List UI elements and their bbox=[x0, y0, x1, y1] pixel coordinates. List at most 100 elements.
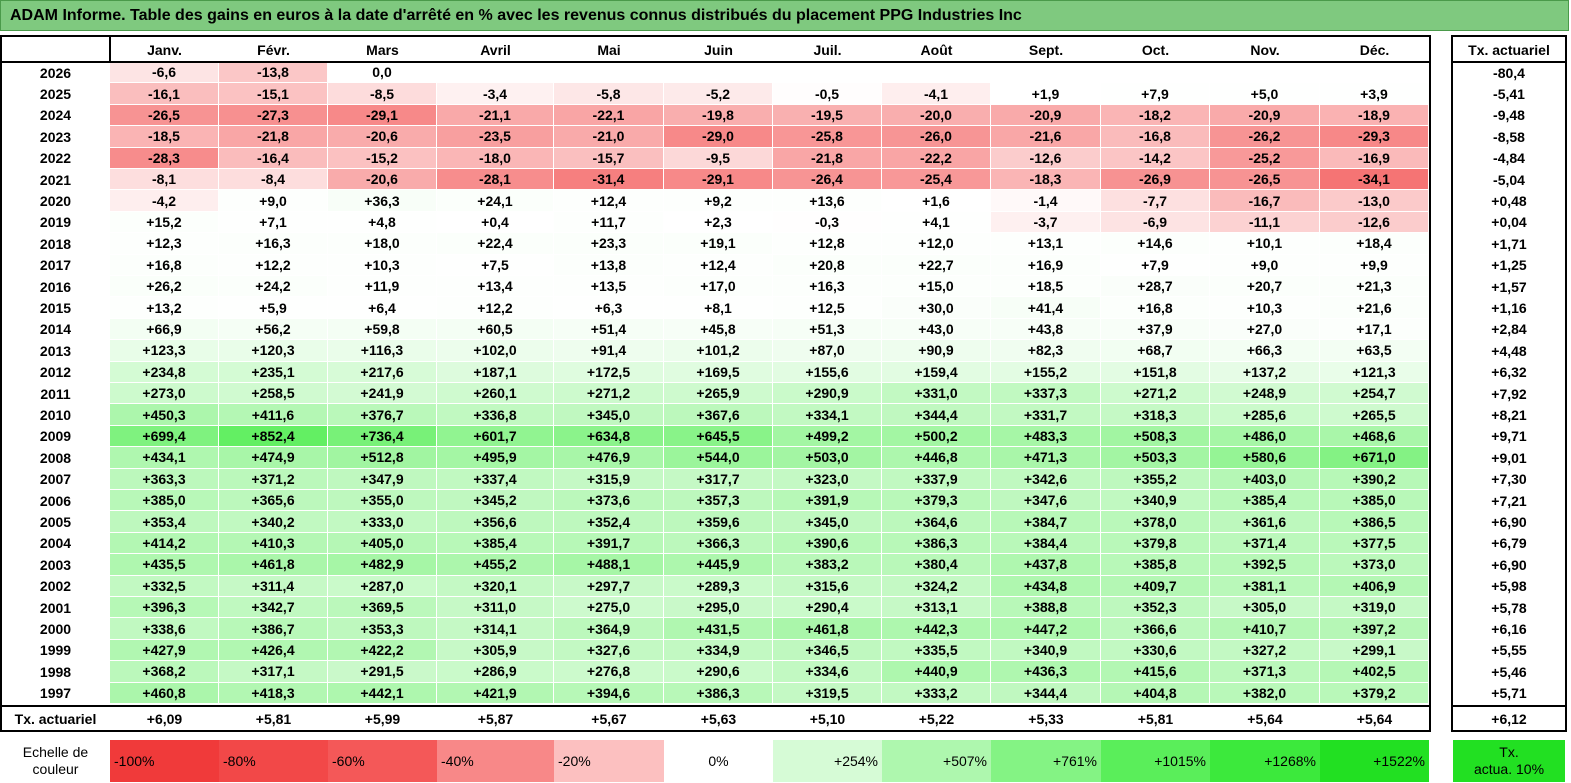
gain-cell: +305,9 bbox=[437, 639, 554, 662]
year-label: 2020 bbox=[39, 193, 72, 210]
gain-cell: +409,7 bbox=[1101, 575, 1210, 597]
year-label: 2004 bbox=[39, 535, 72, 552]
gain-cell: +391,7 bbox=[554, 532, 664, 555]
gain-cell: +12,5 bbox=[773, 297, 882, 319]
color-scale-label-line1: Echelle de bbox=[22, 744, 89, 760]
gain-cell: +386,3 bbox=[664, 682, 773, 704]
gain-cell: -6,9 bbox=[1101, 211, 1210, 234]
gain-cell: +305,0 bbox=[1210, 597, 1320, 619]
gain-cell: -26,0 bbox=[882, 126, 991, 148]
gain-cell: +51,3 bbox=[773, 318, 882, 341]
gain-cell: +386,7 bbox=[219, 618, 328, 640]
gain-cell: +235,1 bbox=[219, 361, 328, 383]
gain-cell: +344,4 bbox=[882, 404, 991, 426]
gain-cell: +45,8 bbox=[664, 318, 773, 341]
gain-cell: -26,4 bbox=[773, 169, 882, 191]
gain-cell: +333,0 bbox=[328, 511, 437, 533]
column-header: Juil. bbox=[813, 41, 842, 58]
year-label: 1999 bbox=[39, 642, 72, 659]
gain-cell: +345,0 bbox=[773, 511, 882, 533]
gain-cell: -13,8 bbox=[219, 62, 328, 84]
year-label: 2006 bbox=[39, 492, 72, 509]
gain-cell: -21,0 bbox=[554, 126, 664, 148]
gain-cell: +406,9 bbox=[1320, 575, 1429, 597]
gain-cell: -5,2 bbox=[664, 83, 773, 105]
gain-cell: -27,3 bbox=[219, 104, 328, 127]
year-label: 2001 bbox=[39, 599, 72, 616]
gain-cell: +315,9 bbox=[554, 468, 664, 490]
gain-cell: +28,7 bbox=[1101, 276, 1210, 298]
gain-cell bbox=[554, 62, 664, 84]
year-label: 2014 bbox=[39, 321, 72, 338]
gain-cell: -6,6 bbox=[110, 62, 219, 84]
rate-cell: +6,90 bbox=[1491, 556, 1527, 573]
gain-cell: +468,6 bbox=[1320, 425, 1429, 448]
gain-cell: -8,1 bbox=[110, 169, 219, 191]
gain-cell: +16,8 bbox=[110, 254, 219, 276]
gain-cell bbox=[1101, 62, 1210, 84]
gain-cell: -26,5 bbox=[110, 104, 219, 127]
gain-cell: +7,5 bbox=[437, 254, 554, 276]
gain-cell: -29,1 bbox=[664, 169, 773, 191]
gain-cell: +289,3 bbox=[664, 575, 773, 597]
year-label: 1998 bbox=[39, 663, 72, 680]
gain-cell: +391,9 bbox=[773, 490, 882, 512]
footer-rate-cell: +5,10 bbox=[809, 710, 846, 727]
gain-cell: +30,0 bbox=[882, 297, 991, 319]
gain-cell: +123,3 bbox=[110, 340, 219, 362]
gain-cell: +368,2 bbox=[110, 661, 219, 683]
footer-rate-cell: +6,09 bbox=[146, 710, 183, 727]
header-rule bbox=[0, 61, 1431, 63]
gain-cell: +13,4 bbox=[437, 276, 554, 298]
rate-cell: +1,57 bbox=[1491, 278, 1527, 295]
gain-cell: +371,3 bbox=[1210, 661, 1320, 683]
gain-cell: +121,3 bbox=[1320, 361, 1429, 383]
gain-cell: +17,0 bbox=[664, 276, 773, 298]
gain-cell: +390,6 bbox=[773, 532, 882, 555]
gain-cell: +287,0 bbox=[328, 575, 437, 597]
gain-cell: +7,1 bbox=[219, 211, 328, 234]
gain-cell: +410,7 bbox=[1210, 618, 1320, 640]
year-label: 2009 bbox=[39, 428, 72, 445]
gain-cell: +320,1 bbox=[437, 575, 554, 597]
gain-cell: +241,9 bbox=[328, 383, 437, 405]
gain-cell: +338,6 bbox=[110, 618, 219, 640]
gain-cell: +234,8 bbox=[110, 361, 219, 383]
year-label: 2017 bbox=[39, 257, 72, 274]
gain-cell: +15,0 bbox=[882, 276, 991, 298]
gain-cell: +335,5 bbox=[882, 639, 991, 662]
gain-cell: -5,8 bbox=[554, 83, 664, 105]
column-header: Mars bbox=[366, 41, 399, 58]
rate-swatch-label-line2: actua. 10% bbox=[1473, 761, 1545, 777]
gain-cell: +271,2 bbox=[1101, 383, 1210, 405]
gain-cell: +254,7 bbox=[1320, 383, 1429, 405]
gain-cell: +437,8 bbox=[991, 554, 1101, 576]
gain-cell: -11,1 bbox=[1210, 211, 1320, 234]
gain-cell: -12,6 bbox=[1320, 211, 1429, 234]
gain-cell: +383,2 bbox=[773, 554, 882, 576]
gain-cell: +330,6 bbox=[1101, 639, 1210, 662]
color-scale-label: Echelle de couleur bbox=[1, 740, 110, 782]
gain-cell: +342,7 bbox=[219, 597, 328, 619]
column-header: Févr. bbox=[257, 41, 290, 58]
gain-cell: +12,2 bbox=[437, 297, 554, 319]
gain-cell: +499,2 bbox=[773, 425, 882, 448]
footer-rate-cell: +5,67 bbox=[591, 710, 627, 727]
gain-cell: +51,4 bbox=[554, 318, 664, 341]
gain-cell: +7,9 bbox=[1101, 254, 1210, 276]
color-scale-stop: +1522% bbox=[1320, 740, 1429, 782]
gain-cell: +11,7 bbox=[554, 211, 664, 234]
rate-cell: -80,4 bbox=[1493, 64, 1525, 81]
gain-cell: +120,3 bbox=[219, 340, 328, 362]
gain-cell: +345,2 bbox=[437, 490, 554, 512]
gain-cell: +60,5 bbox=[437, 318, 554, 341]
gain-cell: -18,5 bbox=[110, 126, 219, 148]
gain-cell: +43,0 bbox=[882, 318, 991, 341]
gain-cell: +8,1 bbox=[664, 297, 773, 319]
gain-cell: +1,9 bbox=[991, 83, 1101, 105]
color-scale-stop: +761% bbox=[991, 740, 1101, 782]
rate-cell: -8,58 bbox=[1493, 128, 1525, 145]
gain-cell: +82,3 bbox=[991, 340, 1101, 362]
gain-cell: +385,4 bbox=[437, 532, 554, 555]
gain-cell: +23,3 bbox=[554, 233, 664, 255]
